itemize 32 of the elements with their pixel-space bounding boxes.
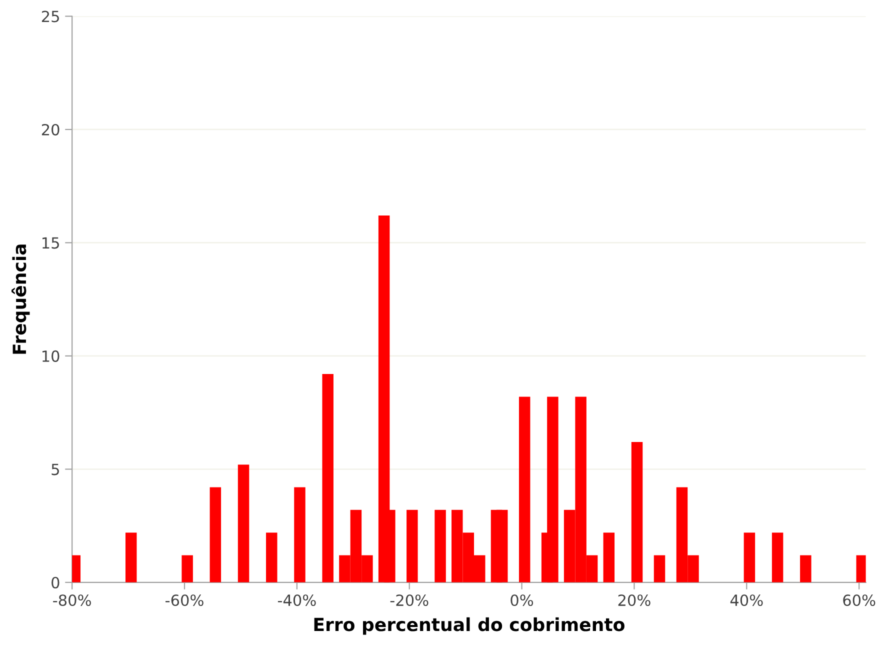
y-tick-label: 10 — [42, 350, 60, 362]
bar — [406, 510, 418, 582]
x-tick-label: 20% — [618, 594, 650, 606]
x-tick-label: -20% — [390, 594, 428, 606]
bar — [322, 374, 334, 582]
bar — [772, 532, 784, 582]
x-axis-title: Erro percentual do cobrimento — [314, 617, 624, 635]
bar — [654, 555, 666, 582]
x-tick-label: -80% — [53, 594, 91, 606]
y-tick-label: 5 — [52, 464, 59, 476]
x-tick-label: -60% — [166, 594, 204, 606]
bar — [744, 532, 756, 582]
bar — [238, 464, 250, 582]
x-tick-label: 0% — [510, 594, 534, 606]
bar — [266, 532, 278, 582]
y-tick-label: 25 — [42, 10, 59, 22]
bar — [294, 487, 306, 582]
bar — [182, 555, 193, 582]
y-tick-label: 15 — [42, 237, 59, 249]
x-tick-label: 40% — [730, 594, 763, 606]
y-tick-label: 20 — [42, 124, 60, 136]
bar — [603, 532, 615, 582]
x-tick-label: 60% — [843, 594, 876, 606]
x-tick-label: -40% — [278, 594, 316, 606]
bar — [210, 487, 222, 582]
y-tick-label: 0 — [52, 576, 60, 588]
bar — [518, 396, 530, 582]
bar — [434, 510, 446, 582]
bar — [800, 555, 812, 582]
bar — [631, 442, 643, 582]
y-axis-title: Frequência — [12, 244, 30, 354]
bar — [125, 532, 137, 582]
